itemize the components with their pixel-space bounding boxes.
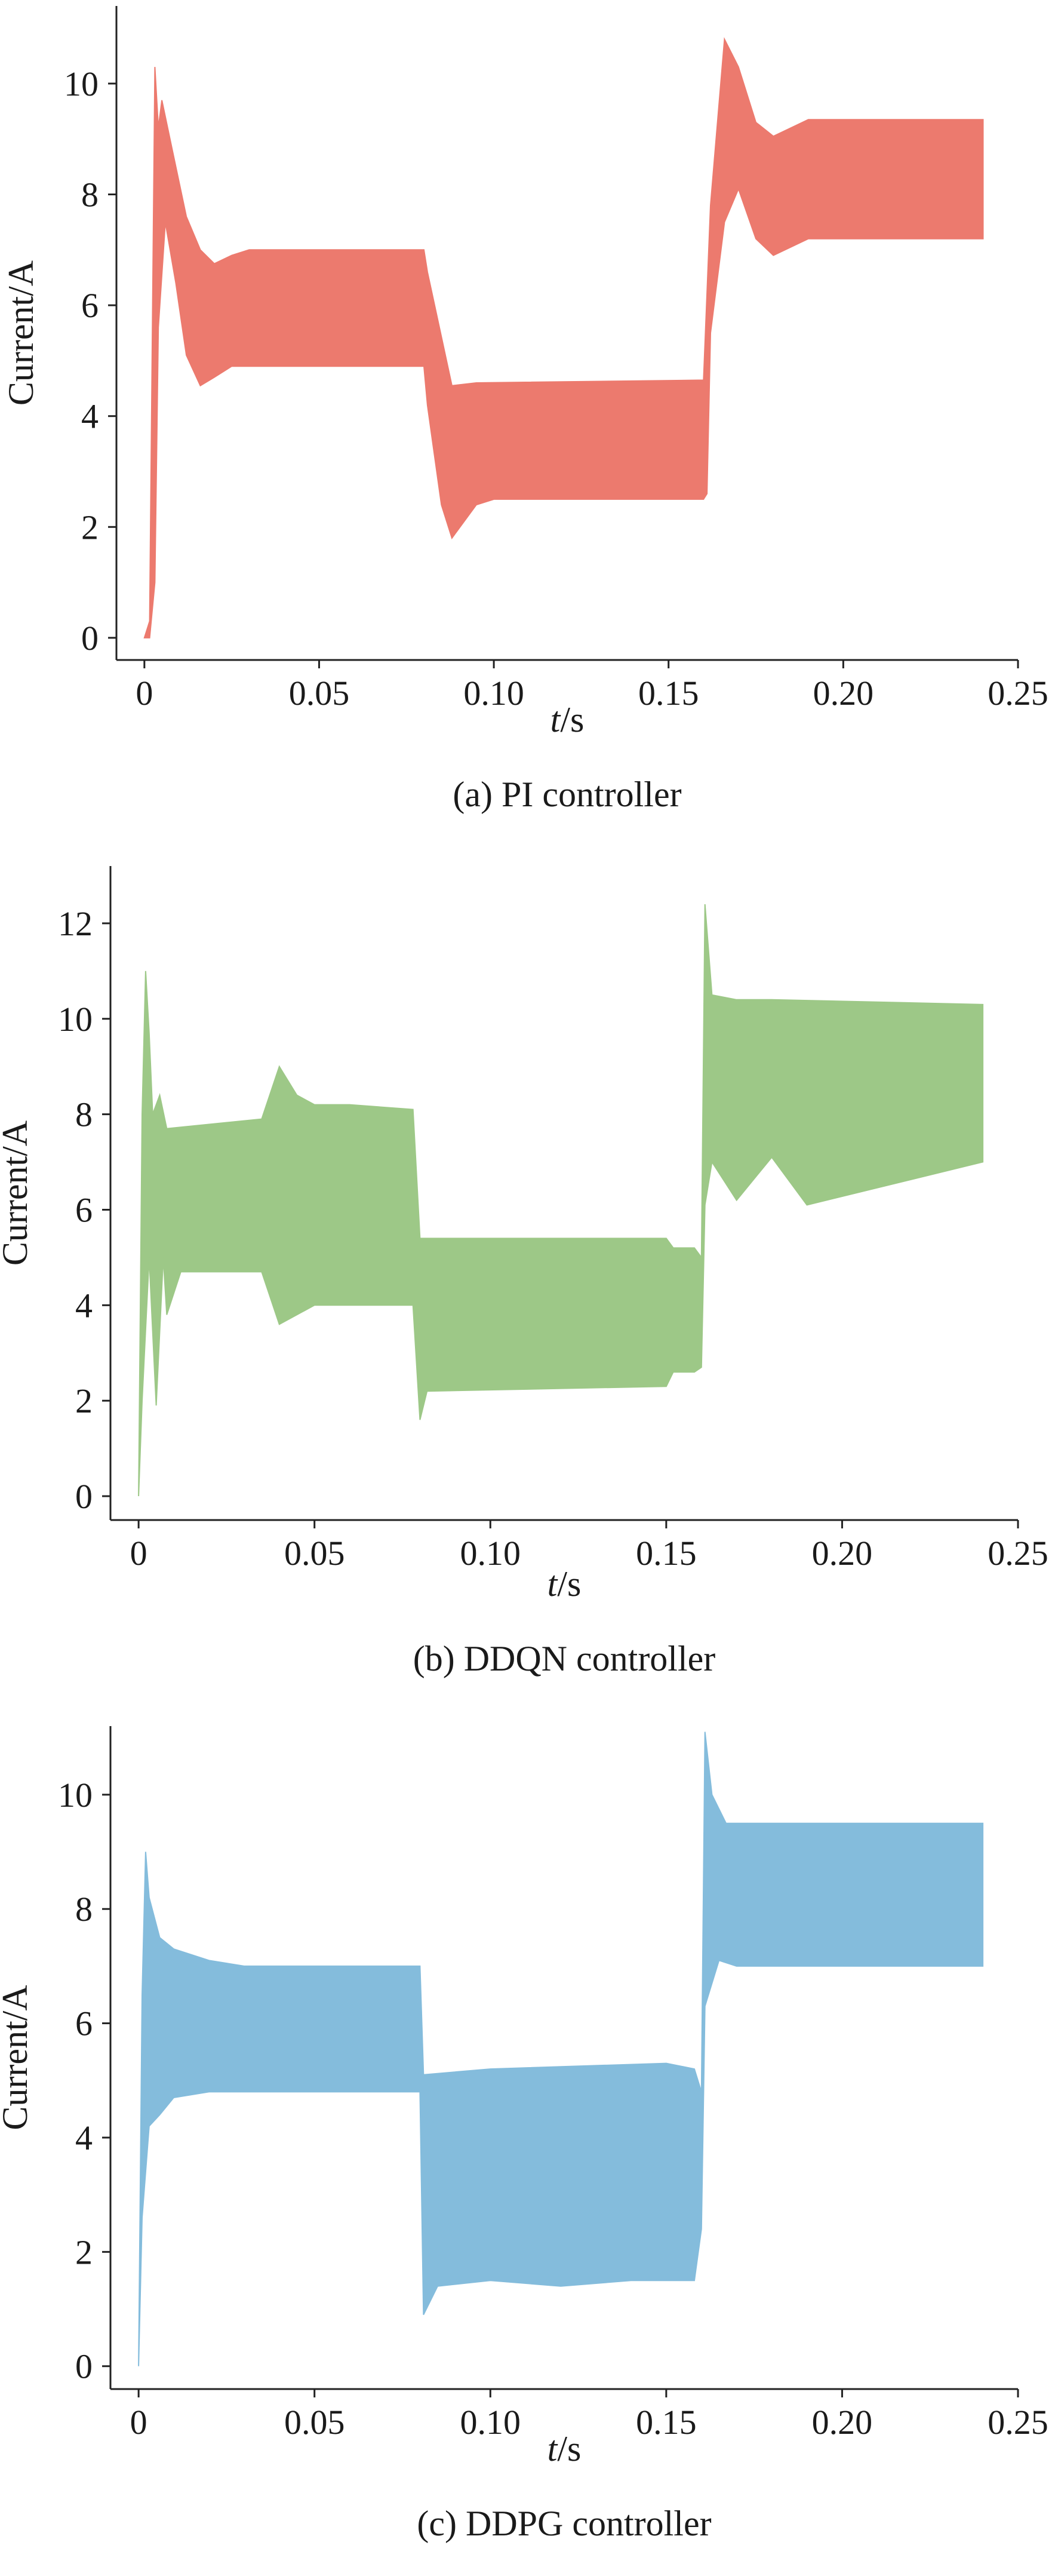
y-tick: 8 [81,176,116,214]
x-tick-label: 0.05 [289,674,350,713]
chart-ddqn: 0 0.05 0.10 0.15 0.20 0.25 0 2 4 6 8 10 12 Current/A t… [0,866,1048,1678]
x-tick-label: 0.15 [636,1534,697,1573]
x-tick: 0.10 [463,660,524,713]
series-band-0 [143,37,984,638]
chart-panel-pi: 0 0.05 0.10 0.15 0.20 0.25 0 2 4 6 8 10 Current/A t/s… [0,0,1058,860]
y-tick-label: 6 [75,1190,93,1229]
x-tick-label: 0 [136,674,153,713]
chart-pi: 0 0.05 0.10 0.15 0.20 0.25 0 2 4 6 8 10 Current/A t/s… [1,6,1048,814]
x-tick-label: 0.10 [460,1534,521,1573]
y-tick-label: 8 [81,176,99,214]
y-tick-label: 2 [75,2233,93,2271]
x-tick-label: 0.25 [988,674,1048,713]
y-tick: 2 [81,508,116,546]
x-tick-label: 0.05 [284,1534,345,1573]
x-tick-label: 0.20 [812,2403,873,2442]
y-tick: 10 [58,1000,110,1039]
x-tick: 0.15 [638,660,699,713]
y-tick-label: 0 [75,1477,93,1516]
x-tick: 0.05 [284,1520,345,1573]
y-tick-label: 0 [75,2347,93,2386]
y-tick-label: 2 [81,508,99,546]
x-tick: 0.05 [284,2389,345,2442]
x-tick: 0.10 [460,1520,521,1573]
y-tick-label: 10 [58,1776,93,1814]
x-tick-label: 0.10 [460,2403,521,2442]
y-tick-label: 4 [81,397,99,436]
y-tick-label: 8 [75,1890,93,1929]
y-axis-label: Current/A [0,1985,35,2130]
y-tick: 2 [75,2233,110,2271]
x-tick-label: 0.05 [284,2403,345,2442]
y-tick: 0 [81,619,116,658]
x-tick: 0 [130,2389,147,2442]
x-tick: 0 [136,660,153,713]
y-tick: 0 [75,1477,110,1516]
series-band-0 [138,904,984,1497]
y-tick: 10 [64,65,116,103]
y-tick: 4 [75,2118,110,2157]
y-tick-label: 2 [75,1381,93,1420]
y-tick: 8 [75,1890,110,1929]
x-axis-label: t/s [548,2429,582,2468]
y-tick: 2 [75,1381,110,1420]
x-tick-label: 0.20 [812,1534,873,1573]
y-tick-label: 8 [75,1095,93,1134]
y-tick: 8 [75,1095,110,1134]
x-tick-label: 0.15 [638,674,699,713]
chart-caption: (b) DDQN controller [413,1639,716,1678]
x-tick: 0.25 [988,1520,1048,1573]
x-tick-label: 0.20 [813,674,874,713]
series-band-0 [138,1731,984,2366]
x-tick-label: 0 [130,1534,147,1573]
x-tick: 0.10 [460,2389,521,2442]
y-tick: 6 [81,286,116,325]
chart-caption: (c) DDPG controller [417,2504,711,2543]
chart-panel-ddpg: 0 0.05 0.10 0.15 0.20 0.25 0 2 4 6 8 10 Current/A t/s… [0,1720,1058,2576]
y-tick: 0 [75,2347,110,2386]
chart-caption: (a) PI controller [453,775,681,814]
y-axis-label: Current/A [0,1120,35,1266]
x-tick-label: 0.25 [988,1534,1048,1573]
x-tick: 0.05 [289,660,350,713]
y-tick-label: 10 [64,65,99,103]
y-tick: 4 [75,1286,110,1325]
x-tick: 0.20 [813,660,874,713]
chart-ddpg: 0 0.05 0.10 0.15 0.20 0.25 0 2 4 6 8 10 Current/A t/s… [0,1726,1048,2543]
y-tick-label: 4 [75,1286,93,1325]
y-tick-label: 6 [81,286,99,325]
x-tick-label: 0.25 [988,2403,1048,2442]
y-tick: 6 [75,2004,110,2043]
x-tick-label: 0.10 [463,674,524,713]
y-axis-label: Current/A [1,260,41,406]
y-tick-label: 6 [75,2004,93,2043]
y-tick-label: 12 [58,904,93,943]
chart-panel-ddqn: 0 0.05 0.10 0.15 0.20 0.25 0 2 4 6 8 10 12 Current/A t… [0,860,1058,1720]
x-tick: 0.15 [636,2389,697,2442]
x-tick: 0 [130,1520,147,1573]
x-tick: 0.25 [988,2389,1048,2442]
y-tick-label: 4 [75,2118,93,2157]
x-tick-label: 0.15 [636,2403,697,2442]
y-tick: 4 [81,397,116,436]
y-tick: 6 [75,1190,110,1229]
x-tick-label: 0 [130,2403,147,2442]
x-tick: 0.20 [812,1520,873,1573]
y-tick: 12 [58,904,110,943]
x-tick: 0.15 [636,1520,697,1573]
x-axis-label: t/s [550,700,585,739]
x-axis-label: t/s [548,1564,582,1604]
x-tick: 0.25 [988,660,1048,713]
x-tick: 0.20 [812,2389,873,2442]
y-tick-label: 10 [58,1000,93,1039]
y-tick-label: 0 [81,619,99,658]
y-tick: 10 [58,1776,110,1814]
